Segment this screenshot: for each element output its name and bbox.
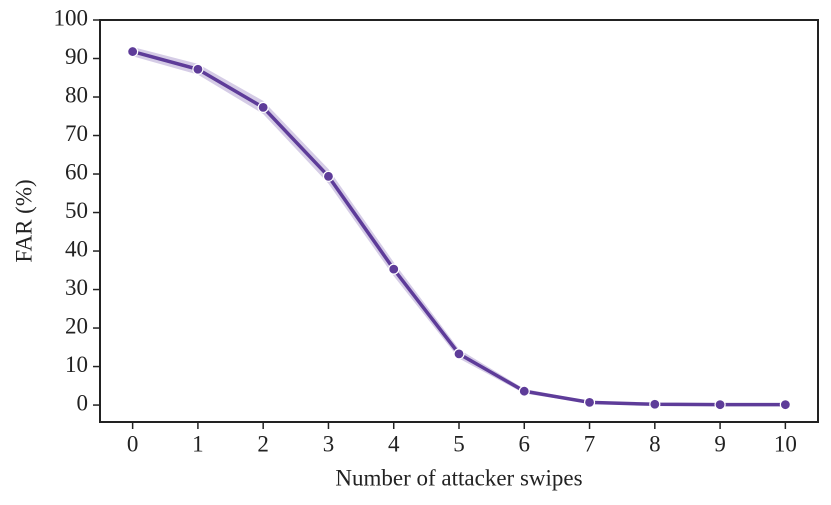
y-tick-label: 70: [65, 121, 88, 146]
point: [649, 398, 661, 410]
y-tick-label: 50: [65, 198, 88, 223]
x-tick-label: 9: [714, 431, 726, 456]
x-tick-label: 2: [257, 431, 269, 456]
y-tick-label: 100: [54, 5, 89, 30]
y-tick-label: 0: [77, 390, 89, 415]
point: [779, 399, 791, 411]
plot-frame: [99, 19, 819, 423]
point: [518, 385, 530, 397]
point: [714, 399, 726, 411]
point: [127, 45, 139, 58]
point: [322, 170, 335, 182]
x-axis-label: Number of attacker swipes: [335, 465, 582, 490]
confidence-band: [132, 46, 786, 406]
x-tick-label: 6: [519, 431, 531, 456]
y-tick-label: 60: [65, 159, 88, 184]
point: [583, 396, 596, 408]
x-tick-label: 3: [323, 431, 335, 456]
x-tick-label: 7: [584, 431, 596, 456]
y-tick-label: 20: [65, 313, 88, 338]
point: [453, 348, 465, 360]
y-tick-label: 10: [65, 352, 88, 377]
point: [257, 101, 269, 114]
x-tick-label: 5: [453, 431, 465, 456]
x-tick-label: 1: [192, 431, 204, 456]
x-tick-label: 4: [388, 431, 400, 456]
x-tick-label: 10: [774, 431, 797, 456]
point: [388, 263, 400, 275]
y-tick-label: 30: [65, 275, 88, 300]
y-tick-label: 90: [65, 44, 88, 69]
x-tick-label: 0: [127, 431, 139, 456]
point: [192, 63, 204, 75]
x-tick-label: 8: [649, 431, 661, 456]
y-tick-label: 40: [65, 236, 88, 261]
y-axis-label: FAR (%): [11, 179, 36, 262]
y-tick-label: 80: [65, 82, 88, 107]
